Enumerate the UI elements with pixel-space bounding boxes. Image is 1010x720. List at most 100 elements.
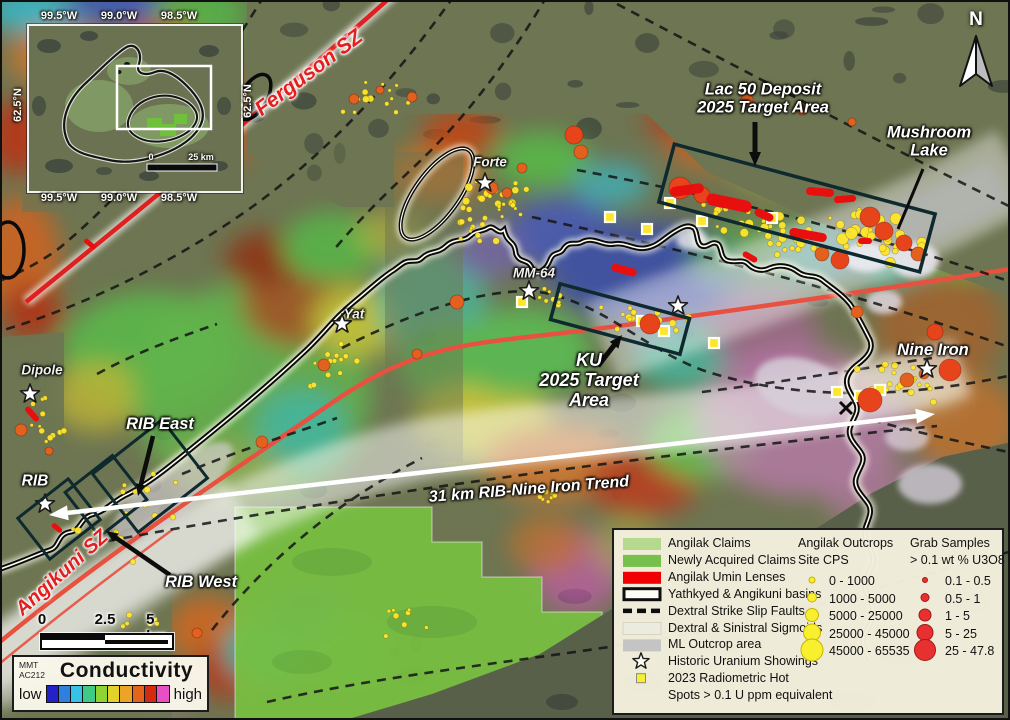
umin-lens xyxy=(754,208,774,222)
outcrop-dot xyxy=(835,220,845,229)
outcrop-dot xyxy=(474,232,482,239)
outcrop-dot xyxy=(29,423,34,428)
outcrop-dot xyxy=(333,352,340,359)
outcrop-entry-label: 1000 - 5000 xyxy=(829,591,896,606)
outcrop-dot xyxy=(338,341,345,347)
target-area-outlines xyxy=(15,141,938,562)
outcrop-dot xyxy=(512,180,519,186)
outcrop-dot xyxy=(541,488,546,493)
outcrop-dot xyxy=(795,246,802,253)
grab-entry-dot xyxy=(922,577,928,583)
outcrop-dot xyxy=(827,215,833,221)
legend-icon-red xyxy=(623,571,661,584)
ramp-color-1 xyxy=(58,686,72,702)
conductivity-title: Conductivity xyxy=(59,659,194,682)
outcrop-dot xyxy=(523,186,530,193)
outcrop-dot xyxy=(551,492,558,499)
outcrop-dot xyxy=(46,434,54,442)
outcrop-dot xyxy=(173,479,179,485)
umin-lens xyxy=(611,263,637,277)
outcrop-dot xyxy=(462,197,470,206)
outcrop-dot xyxy=(44,439,49,444)
outcrop-dot xyxy=(537,295,542,300)
umin-lens xyxy=(51,523,63,533)
outcrop-entry-dot xyxy=(808,576,816,584)
grab-entry-dot xyxy=(918,608,932,622)
grab-sample-dot xyxy=(573,144,589,160)
outcrop-entry-dot xyxy=(807,592,817,603)
outcrop-dot xyxy=(767,240,774,247)
outcrop-dot xyxy=(464,182,474,192)
ku-arrow xyxy=(596,335,622,368)
outcrop-dot xyxy=(40,397,45,402)
outcrop-dot xyxy=(312,361,317,366)
umin-lens xyxy=(834,194,856,204)
outcrop-dot xyxy=(387,88,392,93)
legend-item-label: 2023 Radiometric Hot xyxy=(668,671,789,686)
outcrop-dot xyxy=(143,486,151,494)
outcrop-dot xyxy=(129,558,136,565)
conductivity-color-ramp xyxy=(45,685,170,703)
outcrop-dot xyxy=(518,212,523,217)
outcrop-dot xyxy=(60,427,68,434)
outcrop-dot xyxy=(391,608,396,613)
grab-sample-dot xyxy=(255,435,269,449)
umin-lens xyxy=(84,238,96,250)
grab-sample-dot xyxy=(874,221,894,241)
outcrop-dot xyxy=(549,495,554,500)
outcrop-dot xyxy=(30,401,36,407)
radiometric-hot-spot xyxy=(695,214,709,228)
outcrop-dot xyxy=(487,193,493,199)
outcrop-entry-dot xyxy=(800,638,824,662)
inset-extent-box xyxy=(115,64,213,131)
outcrop-dot xyxy=(789,245,796,252)
outcrop-dot xyxy=(337,370,343,376)
legend-icon-dashes xyxy=(637,608,646,614)
outcrop-dot xyxy=(924,382,930,388)
legend-icon-basin xyxy=(622,587,662,602)
inset-canvas xyxy=(29,26,237,187)
outcrop-entry-dot xyxy=(803,623,821,642)
outcrop-dot xyxy=(774,251,781,258)
outcrop-dot xyxy=(478,195,486,203)
inset-scale-max: 25 km xyxy=(188,152,214,162)
ramp-color-2 xyxy=(71,686,84,702)
outcrop-entry-label: 5000 - 25000 xyxy=(829,609,903,623)
legend-item-label: Dextral & Sinistral Sigmoids xyxy=(668,620,823,635)
outcrop-dot xyxy=(362,95,370,103)
outcrop-dot xyxy=(543,298,549,304)
outcrop-dot xyxy=(867,227,873,233)
grabs-title: Grab Samples xyxy=(910,536,990,550)
outcrop-dot xyxy=(393,109,399,115)
umin-lens xyxy=(706,193,752,213)
umin-lens xyxy=(806,187,834,197)
legend-icon-lightgreen xyxy=(623,538,661,550)
outcrop-dot xyxy=(342,353,349,360)
grab-sample-dot xyxy=(449,294,465,310)
outcrop-dot xyxy=(796,216,806,225)
grab-entry-dot xyxy=(920,593,930,602)
legend-icon-square xyxy=(636,673,646,684)
outcrop-dot xyxy=(910,364,917,371)
grab-sample-dot xyxy=(895,234,913,252)
grab-entry-dot xyxy=(916,624,934,641)
north-label: N xyxy=(969,9,983,30)
grab-entry-label: 5 - 25 xyxy=(945,626,977,641)
ramp-color-5 xyxy=(108,686,121,702)
grab-sample-dot xyxy=(899,372,915,388)
inset-scale-bar xyxy=(146,163,218,172)
grab-sample-dot xyxy=(859,206,881,228)
outcrop-dot xyxy=(853,365,861,373)
outcrop-dot xyxy=(458,236,464,242)
legend-icon-dashes xyxy=(623,608,632,614)
outcrop-dot xyxy=(627,305,633,311)
source-line1: MMT xyxy=(19,660,39,671)
outcrop-dot xyxy=(154,621,160,627)
outcrop-dot xyxy=(325,371,332,378)
outcrop-dot xyxy=(340,109,346,115)
historic-showing-star xyxy=(474,172,496,192)
grab-sample-dot xyxy=(796,104,808,116)
conductivity-high-label: high xyxy=(173,685,202,703)
outcrop-dot xyxy=(169,513,177,521)
grabs-subtitle: > 0.1 wt % U3O8 xyxy=(910,553,1005,567)
